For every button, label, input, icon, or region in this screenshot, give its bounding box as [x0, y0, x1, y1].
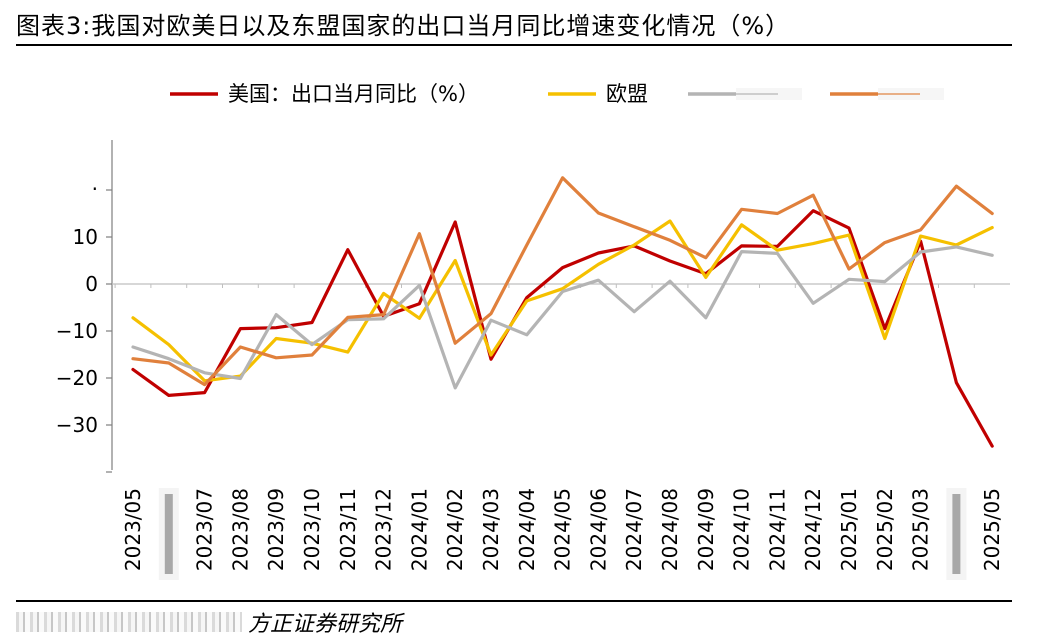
x-tick-label: 2025/03	[909, 488, 933, 571]
series-line-3	[131, 176, 994, 387]
x-tick-label: 2024/02	[443, 488, 467, 571]
line-chart: −30 −20 −10 0 10 · 2023/05 2023/07 2023/08 2023/0…	[56, 82, 1010, 580]
x-tick-label: 2024/05	[551, 488, 575, 571]
series-line-2	[131, 245, 994, 390]
x-tick-label: 2024/08	[658, 488, 682, 571]
x-tick-label: 2024/03	[479, 488, 503, 571]
y-tick-label: −20	[56, 366, 98, 390]
y-tick-label: −10	[56, 319, 98, 343]
y-tick-artifact: ·	[92, 177, 98, 201]
x-tick-label: 2024/04	[515, 488, 539, 571]
title-rule	[16, 44, 1012, 46]
y-tick-label: −30	[56, 413, 98, 437]
x-tick-label-obscured-mark	[952, 494, 961, 574]
x-tick-label: 2025/01	[837, 488, 861, 571]
x-tick-label: 2024/10	[730, 488, 754, 571]
x-tick-label: 2024/09	[694, 488, 718, 571]
x-tick-label: 2023/08	[228, 488, 252, 571]
x-tick-label: 2025/02	[873, 488, 897, 571]
x-tick-label: 2024/01	[407, 488, 431, 571]
x-tick-label: 2023/07	[193, 488, 217, 571]
source-note: 方正证券研究所	[248, 612, 403, 637]
y-tick-label: 10	[73, 225, 98, 249]
x-tick-label-obscured-mark	[164, 494, 173, 574]
x-tick-label: 2024/11	[765, 488, 789, 571]
x-tick-label: 2024/06	[586, 488, 610, 571]
legend-label-0: 美国：出口当月同比（%）	[228, 82, 479, 106]
series-line-0	[131, 209, 994, 448]
legend-label-1: 欧盟	[606, 82, 648, 106]
series-line-1	[131, 219, 994, 383]
y-tick-label: 0	[85, 272, 98, 296]
x-tick-label: 2024/07	[622, 488, 646, 571]
x-tick-label: 2023/09	[264, 488, 288, 571]
x-tick-label: 2023/11	[336, 488, 360, 571]
x-tick-label: 2024/12	[801, 488, 825, 571]
blurred-source-prefix	[16, 612, 242, 632]
x-tick-label: 2023/05	[121, 488, 145, 571]
x-tick-label: 2023/12	[372, 488, 396, 571]
x-tick-label: 2023/10	[300, 488, 324, 571]
x-tick-label: 2025/05	[980, 488, 1004, 571]
source-rule	[16, 600, 1012, 602]
chart-title: 图表3:我国对欧美日以及东盟国家的出口当月同比增速变化情况（%）	[16, 12, 791, 40]
